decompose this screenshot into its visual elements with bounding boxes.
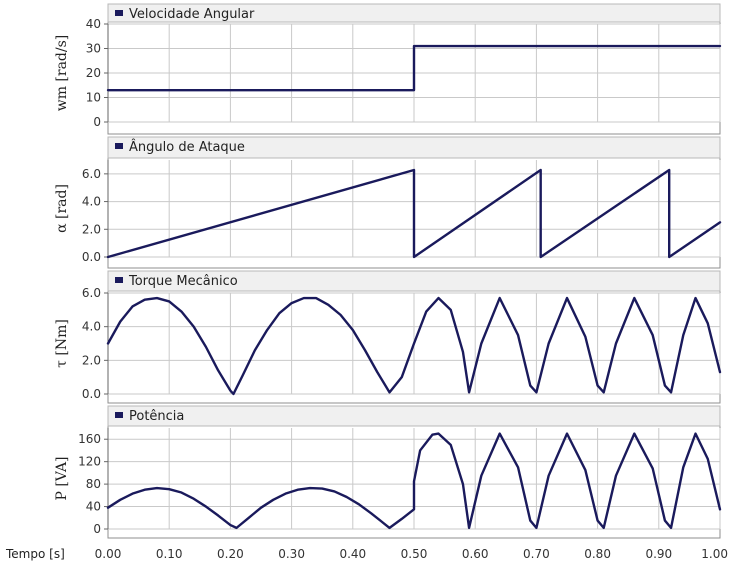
legend-1-swatch	[115, 10, 123, 16]
panel-1-ytick-2: 20	[86, 66, 101, 80]
legend-3-swatch	[115, 277, 123, 283]
panel-2-ytick-1: 2.0	[82, 222, 101, 236]
panel-2-ytick-0: 0.0	[82, 250, 101, 264]
panel-4-ytick-3: 120	[78, 455, 101, 469]
x-tick-5: 0.50	[401, 547, 428, 561]
panel-4-ylabel: P [VA]	[54, 456, 70, 500]
x-tick-9: 0.90	[645, 547, 672, 561]
panel-3-series-1	[106, 296, 722, 396]
panel-4-series-1	[106, 432, 722, 530]
panel-3-ylabel: τ [Nm]	[54, 319, 70, 368]
legend-4-swatch	[115, 412, 123, 418]
x-axis-label: Tempo [s]	[5, 547, 65, 561]
panel-2-ytick-3: 6.0	[82, 167, 101, 181]
panel-4-ytick-4: 160	[78, 432, 101, 446]
x-tick-1: 0.10	[156, 547, 183, 561]
x-tick-7: 0.70	[523, 547, 550, 561]
panel-4-header	[107, 405, 721, 427]
legend-1-label: Velocidade Angular	[129, 7, 255, 22]
legend-3-label: Torque Mecânico	[128, 274, 238, 289]
panel-4-ytick-0: 0	[93, 522, 101, 536]
legend-2-label: Ângulo de Ataque	[129, 139, 245, 155]
panel-3-ytick-3: 6.0	[82, 286, 101, 300]
panel-1-ylabel: wm [rad/s]	[54, 35, 70, 112]
panel-1-ytick-0: 0	[93, 115, 101, 129]
panel-1-ytick-1: 10	[86, 91, 101, 105]
panel-2-header	[107, 136, 721, 159]
legend-4-label: Potência	[129, 409, 184, 424]
x-tick-8: 0.80	[584, 547, 611, 561]
x-tick-6: 0.60	[462, 547, 489, 561]
panel-1-ytick-4: 40	[86, 17, 101, 31]
panel-4-ytick-1: 40	[86, 500, 101, 514]
x-tick-10: 1.00	[701, 547, 728, 561]
panel-4-ytick-2: 80	[86, 477, 101, 491]
panel-2-ylabel: α [rad]	[54, 184, 70, 233]
panel-3-ytick-2: 4.0	[82, 320, 101, 334]
panel-2-ytick-2: 4.0	[82, 195, 101, 209]
panel-3-ytick-1: 2.0	[82, 353, 101, 367]
panel-3-header	[107, 270, 721, 292]
x-tick-4: 0.40	[339, 547, 366, 561]
legend-2-swatch	[115, 143, 123, 149]
panel-1-series-1	[106, 44, 722, 92]
x-tick-0: 0.00	[95, 547, 122, 561]
x-tick-2: 0.20	[217, 547, 244, 561]
panel-1-header	[107, 3, 721, 23]
x-tick-3: 0.30	[278, 547, 305, 561]
panel-2-series-1	[106, 168, 722, 259]
panel-3-ytick-0: 0.0	[82, 387, 101, 401]
panel-1-ytick-3: 30	[86, 42, 101, 56]
